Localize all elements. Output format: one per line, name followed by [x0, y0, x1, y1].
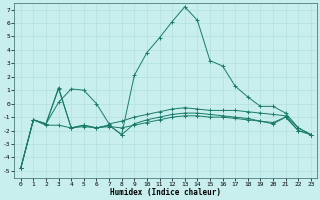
X-axis label: Humidex (Indice chaleur): Humidex (Indice chaleur): [110, 188, 221, 197]
